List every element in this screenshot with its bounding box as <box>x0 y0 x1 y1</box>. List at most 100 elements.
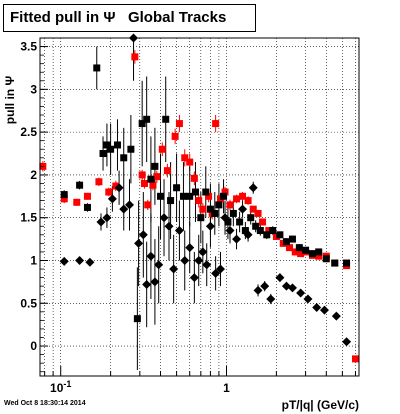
data-point-square <box>105 188 113 196</box>
data-point-square <box>315 252 323 260</box>
data-point-square <box>107 145 115 153</box>
data-point-diamond <box>296 288 306 298</box>
x-tick-label: 10-1 <box>50 379 71 395</box>
data-point-square <box>120 154 128 162</box>
data-point-diamond <box>150 277 160 287</box>
data-point-square <box>331 259 339 267</box>
data-point-square <box>173 184 181 192</box>
chart-title: Fitted pull in Ψ Global Tracks <box>3 4 256 32</box>
timestamp: Wed Oct 8 18:30:14 2014 <box>4 400 86 407</box>
data-point-square <box>76 181 84 189</box>
data-point-square <box>133 315 141 323</box>
data-point-square <box>229 209 237 217</box>
data-point-diamond <box>138 230 148 240</box>
data-point-square <box>171 132 179 140</box>
data-point-square <box>256 227 264 235</box>
data-point-diamond <box>75 255 85 265</box>
data-point-diamond <box>202 260 212 270</box>
data-point-square <box>282 238 290 246</box>
data-point-diamond <box>287 283 297 293</box>
data-point-square <box>233 195 241 203</box>
data-point-diamond <box>134 238 144 248</box>
y-tick-label: 0 <box>30 339 37 353</box>
data-point-square <box>83 203 91 211</box>
data-point-square <box>221 188 229 196</box>
y-axis-label: pull in Ψ <box>3 76 17 125</box>
data-point-square <box>254 209 262 217</box>
data-point-square <box>197 214 205 222</box>
data-point-square <box>83 192 91 200</box>
data-point-diamond <box>220 213 230 223</box>
data-point-square <box>286 244 294 252</box>
data-point-square <box>259 218 267 226</box>
data-point-diamond <box>180 255 190 265</box>
data-point-square <box>236 218 244 226</box>
data-point-diamond <box>174 226 184 236</box>
data-point-square <box>252 222 260 230</box>
data-point-square <box>131 53 139 61</box>
data-point-square <box>144 201 152 209</box>
data-point-diamond <box>243 230 253 240</box>
data-point-square <box>263 231 271 239</box>
data-point-square <box>113 141 121 149</box>
data-point-square <box>103 141 111 149</box>
data-point-diamond <box>225 226 235 236</box>
tick-labels: 0 0.5 1 1.5 2 2.5 3 3.5 10-1 1 <box>20 40 230 395</box>
data-point-square <box>202 188 210 196</box>
data-point-square <box>99 150 107 158</box>
y-tick-label: 2.5 <box>20 125 37 139</box>
data-point-diamond <box>232 234 242 244</box>
data-markers <box>39 33 359 363</box>
data-point-square <box>205 192 213 200</box>
data-point-diamond <box>319 305 329 315</box>
data-point-diamond <box>159 213 169 223</box>
data-point-square <box>190 174 198 182</box>
data-point-square <box>95 178 103 186</box>
data-point-square <box>112 182 120 190</box>
data-point-square <box>138 171 146 179</box>
data-point-square <box>343 259 351 267</box>
data-point-diamond <box>253 285 263 295</box>
data-point-diamond <box>154 260 164 270</box>
data-point-square <box>195 197 203 205</box>
axis-ticks <box>40 46 356 376</box>
data-point-square <box>272 233 280 241</box>
data-point-diamond <box>164 221 174 231</box>
data-point-square <box>151 162 159 170</box>
data-point-square <box>315 248 323 256</box>
data-point-square <box>211 209 219 217</box>
data-point-square <box>302 246 310 254</box>
data-point-diamond <box>194 255 204 265</box>
data-point-diamond <box>215 264 225 274</box>
data-point-diamond <box>169 264 179 274</box>
data-point-square <box>239 192 247 200</box>
data-point-square <box>291 248 299 256</box>
data-point-diamond <box>205 221 215 231</box>
data-point-diamond <box>331 311 341 321</box>
data-point-square <box>220 192 228 200</box>
data-point-square <box>215 201 223 209</box>
data-point-diamond <box>211 268 221 278</box>
data-point-square <box>322 255 330 263</box>
y-tick-label: 0.5 <box>20 296 37 310</box>
data-point-square <box>175 120 183 128</box>
data-point-square <box>186 158 194 166</box>
data-point-square <box>167 197 175 205</box>
data-point-square <box>140 179 148 187</box>
data-point-diamond <box>119 204 129 214</box>
data-point-square <box>73 198 81 206</box>
data-point-diamond <box>96 217 106 227</box>
data-point-square <box>297 250 305 258</box>
data-point-diamond <box>198 247 208 257</box>
data-point-diamond <box>185 243 195 253</box>
data-point-square <box>60 195 68 203</box>
data-point-diamond <box>275 273 285 283</box>
data-point-diamond <box>59 256 69 266</box>
data-point-diamond <box>107 194 117 204</box>
data-point-square <box>295 244 303 252</box>
data-point-diamond <box>266 294 276 304</box>
data-point-square <box>147 175 155 183</box>
data-point-square <box>143 115 151 123</box>
y-tick-label: 1 <box>30 253 37 267</box>
